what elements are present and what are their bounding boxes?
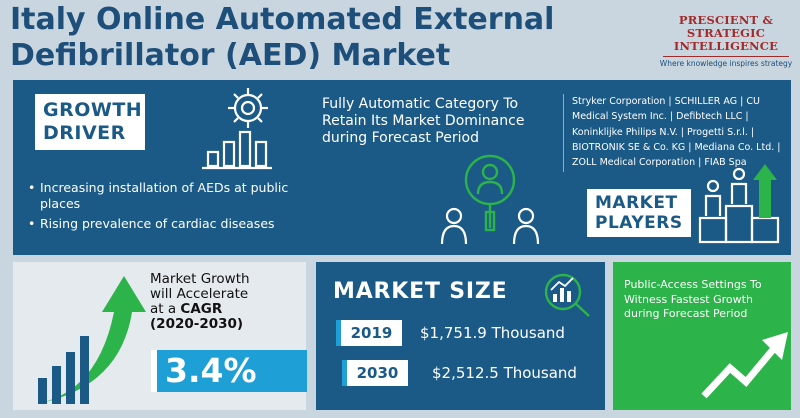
company-logo: PRESCIENT & STRATEGIC INTELLIGENCE Where… [655, 13, 797, 69]
category-text: Fully Automatic Category To Retain Its M… [322, 96, 525, 146]
market-size-value-2019: $1,751.9 Thousand [420, 324, 565, 342]
growth-driver-heading-line2: DRIVER [43, 122, 126, 144]
logo-divider [663, 56, 789, 57]
section-divider [563, 94, 564, 172]
market-size-value-2030: $2,512.5 Thousand [432, 364, 577, 382]
logo-line-1: PRESCIENT & STRATEGIC [678, 13, 774, 40]
trend-arrow-icon [701, 332, 788, 399]
growth-driver-heading-line1: GROWTH [43, 99, 143, 121]
logo-tagline: Where knowledge inspires strategy [659, 59, 793, 68]
list-item: Rising prevalence of cardiac diseases [26, 216, 296, 232]
growth-gear-chart-icon [202, 88, 272, 170]
magnifier-chart-icon [544, 273, 590, 317]
growth-driver-heading: GROWTH DRIVER [29, 94, 145, 150]
people-search-icon [440, 154, 540, 245]
market-size-year-2019: 2019 [336, 320, 402, 346]
market-size-heading: MARKET SIZE [333, 279, 508, 304]
cagr-value-box: 3.4% [151, 350, 307, 392]
page-title: Italy Online Automated External Defibril… [10, 2, 555, 73]
cagr-period: (2020-2030) [150, 316, 244, 332]
market-players-heading-line1: MARKET [595, 193, 678, 213]
growth-arrow-icon [36, 276, 146, 404]
growth-driver-list: Increasing installation of AEDs at publi… [26, 180, 296, 236]
logo-line-2: INTELLIGENCE [673, 39, 779, 53]
cagr-value: 3.4% [165, 351, 257, 390]
list-item: Increasing installation of AEDs at publi… [26, 180, 296, 212]
cagr-line2: will Accelerate [150, 286, 249, 302]
segment-text: Public-Access Settings To Witness Fastes… [624, 278, 762, 320]
cagr-line1: Market Growth [150, 271, 250, 287]
podium-people-icon [698, 164, 780, 244]
cagr-description: Market Growth will Accelerate at a CAGR … [150, 272, 300, 332]
cagr-line3-prefix: at a [150, 301, 181, 317]
segment-panel [613, 262, 791, 410]
cagr-line3: at a CAGR [150, 302, 300, 317]
market-players-heading: MARKET PLAYERS [581, 189, 691, 237]
market-players-heading-line2: PLAYERS [595, 213, 683, 233]
cagr-label: CAGR [180, 301, 223, 317]
header: Italy Online Automated External Defibril… [0, 0, 800, 78]
market-size-year-2030: 2030 [342, 360, 408, 386]
market-players-list: Stryker Corporation | SCHILLER AG | CU M… [572, 96, 781, 169]
